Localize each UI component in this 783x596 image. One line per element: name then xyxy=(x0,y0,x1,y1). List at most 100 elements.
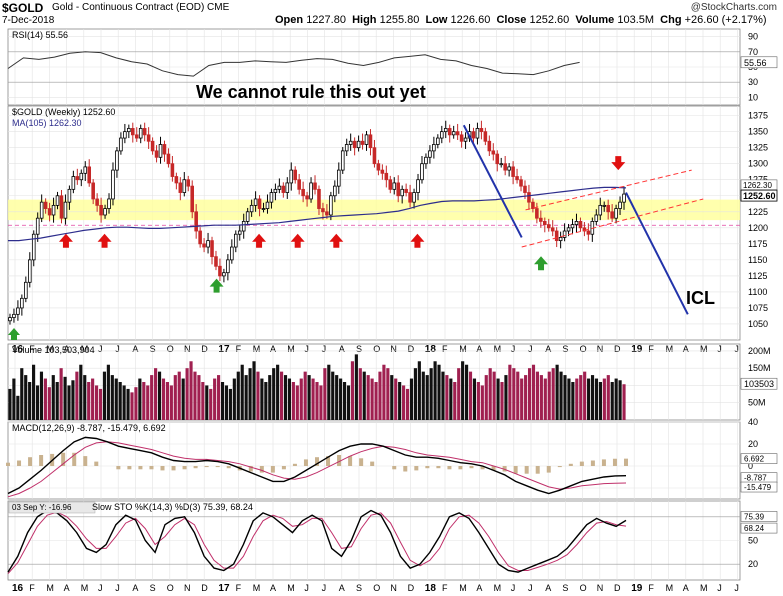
candle-body xyxy=(285,182,290,193)
sto-x-label: S xyxy=(356,583,362,593)
candle-body xyxy=(309,182,313,200)
candle-body xyxy=(360,140,365,145)
volume-bar xyxy=(319,385,323,420)
volume-bar xyxy=(405,388,410,420)
macd-histogram-bar xyxy=(315,457,319,466)
candle-body xyxy=(622,193,626,203)
volume-bar xyxy=(276,364,280,420)
price-x-label: O xyxy=(580,344,587,354)
channel-lower xyxy=(521,198,704,248)
candle-body xyxy=(594,214,599,222)
candle-body xyxy=(412,192,416,203)
macd-histogram-bar xyxy=(337,455,342,466)
volume-bar xyxy=(402,385,406,420)
candle-body xyxy=(491,150,496,155)
volume-bar xyxy=(94,385,99,420)
candle-body xyxy=(352,140,357,149)
macd-histogram-bar xyxy=(469,466,474,469)
sto-x-label: J xyxy=(717,583,722,593)
candle-body xyxy=(487,140,492,152)
macd-signal-line xyxy=(7,441,627,498)
candle-body xyxy=(301,188,305,197)
candle-body xyxy=(289,169,294,184)
macd-histogram-bar xyxy=(215,466,220,468)
candle-body xyxy=(226,259,230,274)
candle-body xyxy=(523,185,527,193)
red-up-arrow-icon xyxy=(252,233,267,248)
macd-histogram-bar xyxy=(6,462,10,466)
close-label: Close xyxy=(496,14,527,26)
price-title: $GOLD (Weekly) 1252.60 xyxy=(12,107,115,117)
volume-bar xyxy=(472,378,477,420)
green-up-arrow-icon xyxy=(8,328,20,340)
volume-bar xyxy=(283,375,288,420)
price-x-label: A xyxy=(64,344,70,354)
volume-bar xyxy=(350,361,355,420)
sto-x-label: M xyxy=(46,583,54,593)
volume-bar xyxy=(476,382,480,420)
candle-body xyxy=(471,131,476,139)
macd-histogram-bar xyxy=(557,466,562,468)
price-x-label: D xyxy=(201,344,208,354)
sto-x-label: A xyxy=(270,583,276,593)
volume-bar xyxy=(122,385,126,420)
price-x-label: S xyxy=(356,344,362,354)
candle-body xyxy=(447,128,452,136)
candle-body xyxy=(483,131,488,142)
red-up-arrow-icon xyxy=(329,233,344,248)
sto-x-label: N xyxy=(390,583,397,593)
candle-body xyxy=(67,188,72,203)
price-x-label: J xyxy=(511,344,516,354)
candle-body xyxy=(249,204,254,213)
candle-body xyxy=(59,195,64,219)
volume-bar xyxy=(417,361,421,420)
candle-body xyxy=(455,131,460,136)
price-x-label: 16 xyxy=(12,344,24,355)
price-x-label: S xyxy=(562,344,568,354)
volume-bar xyxy=(559,371,563,420)
candle-body xyxy=(170,163,175,177)
candle-body xyxy=(20,297,24,309)
candle-body xyxy=(83,166,88,174)
price-x-label: O xyxy=(167,344,174,354)
sto-x-label: O xyxy=(373,583,380,593)
candle-body xyxy=(388,179,393,190)
macd-title: MACD(12,26,9) -8.787, -15.479, 6.692 xyxy=(12,423,166,433)
candle-body xyxy=(131,128,135,136)
red-up-arrow-icon xyxy=(290,233,305,248)
candle-body xyxy=(75,176,80,181)
volume-value: 103.5M xyxy=(617,14,655,26)
volume-bar xyxy=(535,371,540,420)
price-x-label: J xyxy=(528,344,533,354)
volume-bar xyxy=(91,378,95,420)
macd-last-label: -15.479 xyxy=(744,483,772,492)
candle-body xyxy=(558,237,563,242)
price-x-label: J xyxy=(717,344,722,354)
candle-body xyxy=(35,217,40,235)
candle-body xyxy=(154,150,159,158)
volume-bar xyxy=(563,375,567,420)
price-x-label: F xyxy=(442,344,448,354)
candle-body xyxy=(214,256,218,267)
candle-body xyxy=(99,204,103,216)
macd-histogram-bar xyxy=(182,466,187,470)
sto-x-label: A xyxy=(476,583,482,593)
headline-annotation: We cannot rule this out yet xyxy=(196,82,426,102)
macd-histogram-bar xyxy=(348,456,353,466)
price-tick-label: 1100 xyxy=(748,287,767,297)
volume-bar xyxy=(327,364,331,420)
macd-last-label: -8.787 xyxy=(744,474,767,483)
rsi-tick-label: 30 xyxy=(748,77,758,87)
volume-bar xyxy=(346,385,351,420)
macd-histogram-bar xyxy=(94,461,99,466)
candle-body xyxy=(420,163,424,181)
macd-histogram-bar xyxy=(568,463,573,466)
chg-value: +26.60 (+2.17%) xyxy=(684,14,767,26)
volume-bar xyxy=(24,375,28,420)
sto-x-label: M xyxy=(700,583,708,593)
macd-histogram-bar xyxy=(171,466,176,471)
volume-bar xyxy=(567,378,571,420)
volume-bar xyxy=(303,371,307,420)
